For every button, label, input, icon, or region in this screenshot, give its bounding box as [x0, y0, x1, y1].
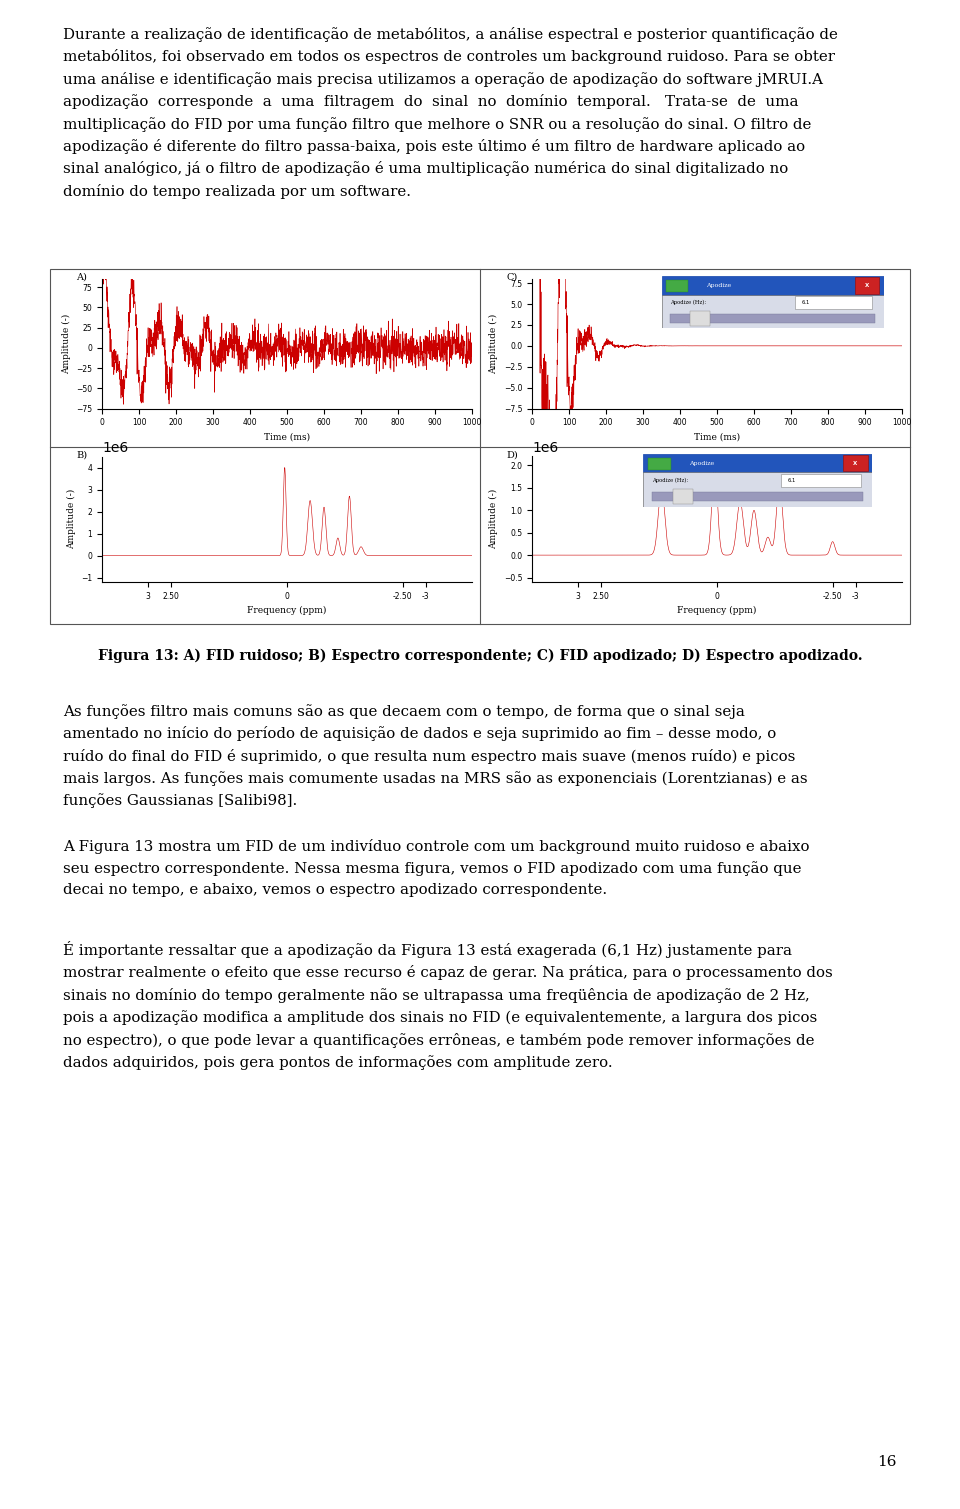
Text: Apodize: Apodize — [689, 460, 714, 466]
FancyBboxPatch shape — [643, 454, 873, 472]
Text: 6.1: 6.1 — [787, 478, 796, 483]
Text: A Figura 13 mostra um FID de um indivíduo controle com um background muito ruido: A Figura 13 mostra um FID de um indivídu… — [63, 839, 809, 896]
Text: A): A) — [76, 273, 87, 282]
FancyBboxPatch shape — [843, 456, 868, 471]
FancyBboxPatch shape — [795, 296, 873, 308]
Y-axis label: Amplitude (-): Amplitude (-) — [489, 489, 498, 549]
FancyBboxPatch shape — [690, 311, 710, 326]
Text: Apodize: Apodize — [706, 284, 731, 288]
X-axis label: Time (ms): Time (ms) — [694, 433, 740, 442]
Y-axis label: Amplitude (-): Amplitude (-) — [61, 314, 71, 374]
Text: Apodize (Hz):: Apodize (Hz): — [652, 478, 688, 483]
Text: É importante ressaltar que a apodização da Figura 13 está exagerada (6,1 Hz) jus: É importante ressaltar que a apodização … — [63, 942, 832, 1070]
Text: As funções filtro mais comuns são as que decaem com o tempo, de forma que o sina: As funções filtro mais comuns são as que… — [63, 705, 807, 809]
Text: Durante a realização de identificação de metabólitos, a análise espectral e post: Durante a realização de identificação de… — [63, 27, 838, 199]
FancyBboxPatch shape — [661, 276, 883, 294]
FancyBboxPatch shape — [50, 269, 910, 625]
Text: D): D) — [506, 450, 517, 459]
FancyBboxPatch shape — [854, 278, 879, 294]
X-axis label: Time (ms): Time (ms) — [264, 433, 310, 442]
FancyBboxPatch shape — [648, 457, 670, 471]
FancyBboxPatch shape — [661, 294, 883, 329]
FancyBboxPatch shape — [673, 489, 693, 504]
FancyBboxPatch shape — [652, 492, 863, 501]
Y-axis label: Amplitude (-): Amplitude (-) — [489, 314, 498, 374]
Text: C): C) — [506, 273, 517, 282]
FancyBboxPatch shape — [780, 474, 861, 487]
Text: X: X — [853, 460, 857, 466]
X-axis label: Frequency (ppm): Frequency (ppm) — [248, 607, 326, 616]
Text: 16: 16 — [877, 1455, 897, 1468]
Text: Apodize (Hz):: Apodize (Hz): — [670, 300, 707, 305]
Text: Figura 13: A) FID ruidoso; B) Espectro correspondente; C) FID apodizado; D) Espe: Figura 13: A) FID ruidoso; B) Espectro c… — [98, 649, 862, 664]
FancyBboxPatch shape — [666, 281, 688, 293]
Text: 6.1: 6.1 — [802, 300, 809, 305]
X-axis label: Frequency (ppm): Frequency (ppm) — [678, 607, 756, 616]
Y-axis label: Amplitude (-): Amplitude (-) — [66, 489, 76, 549]
Text: X: X — [865, 284, 869, 288]
FancyBboxPatch shape — [643, 472, 873, 507]
FancyBboxPatch shape — [670, 314, 875, 323]
Text: B): B) — [76, 450, 87, 459]
